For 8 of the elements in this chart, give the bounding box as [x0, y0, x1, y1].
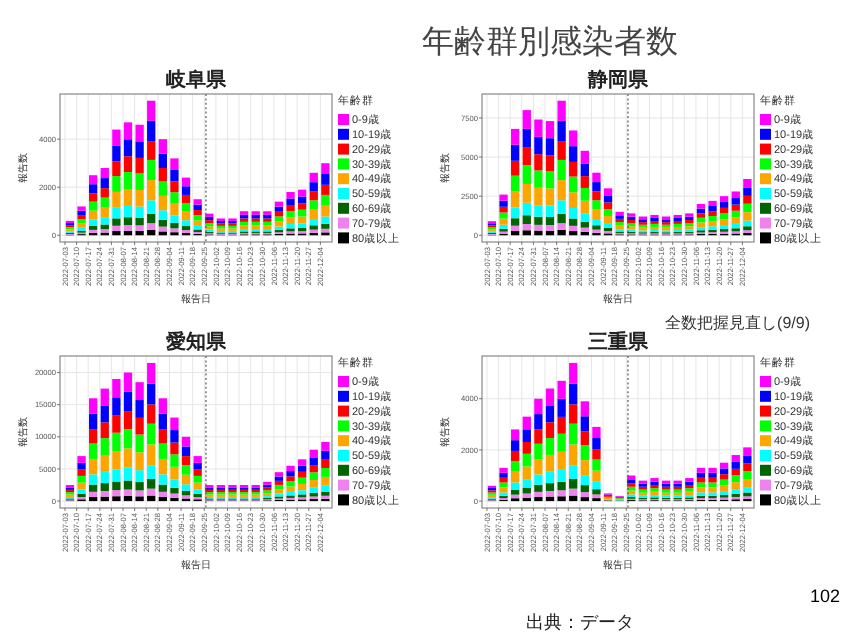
source-note: 出典：データ	[526, 612, 634, 632]
text: 年齢群別感染者数	[422, 24, 678, 60]
chart-title: 静岡県	[586, 68, 650, 92]
chart-title: 愛知県	[166, 330, 228, 354]
chart-title: 三重県	[588, 330, 650, 354]
text: 全数把握見直し(9/9)	[665, 314, 811, 332]
text: 102	[809, 586, 840, 606]
chart-title: 岐阜県	[166, 68, 228, 92]
